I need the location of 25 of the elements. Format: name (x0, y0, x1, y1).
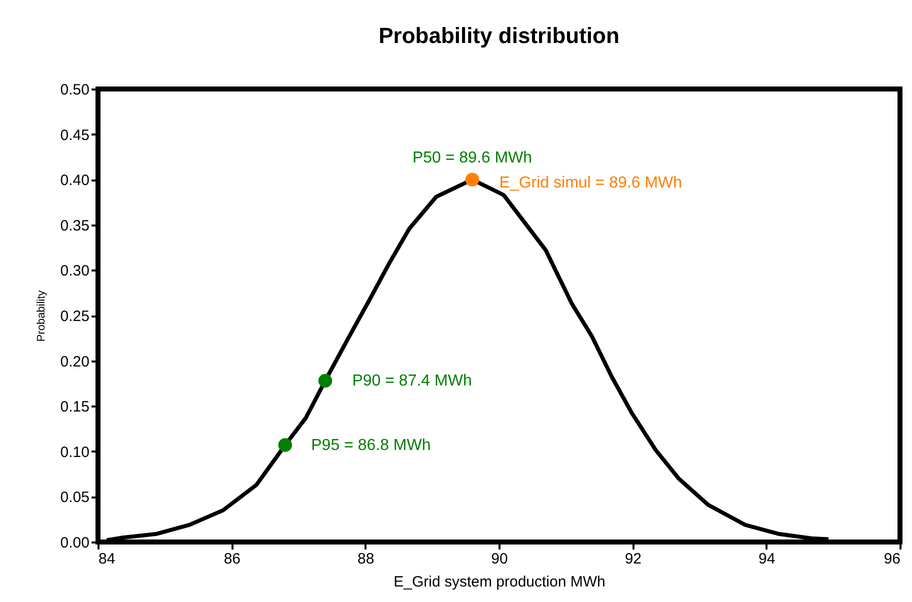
x-tick-label: 88 (357, 550, 374, 568)
annotation: P95 = 86.8 MWh (311, 437, 431, 454)
y-axis-title: Probability (35, 290, 48, 342)
y-tick-label: 0.40 (60, 172, 90, 190)
x-tick-label: 90 (491, 550, 508, 568)
chart-title: Probability distribution (378, 23, 620, 48)
y-tick-label: 0.00 (60, 534, 90, 552)
y-tick-label: 0.35 (60, 217, 90, 234)
x-tick-label: 96 (884, 550, 900, 568)
x-axis-title: E_Grid system production MWh (394, 574, 606, 590)
x-tick-label: 84 (98, 550, 116, 568)
y-tick-label: 0.10 (60, 444, 90, 461)
annotation: E_Grid simul = 89.6 MWh (499, 174, 682, 192)
annotation: P50 = 89.6 MWh (412, 150, 532, 167)
y-tick-label: 0.05 (60, 489, 90, 506)
y-tick-label: 0.30 (60, 262, 90, 280)
x-tick-label: 86 (224, 550, 241, 568)
y-tick-label: 0.50 (60, 82, 90, 98)
y-tick-label: 0.25 (60, 308, 90, 325)
y-tick-label: 0.20 (60, 353, 90, 370)
annotation: P90 = 87.4 MWh (352, 372, 472, 390)
y-tick-label: 0.15 (60, 398, 90, 416)
x-tick-label: 92 (624, 550, 642, 568)
x-tick-label: 94 (758, 550, 776, 568)
y-tick-label: 0.45 (60, 126, 90, 144)
